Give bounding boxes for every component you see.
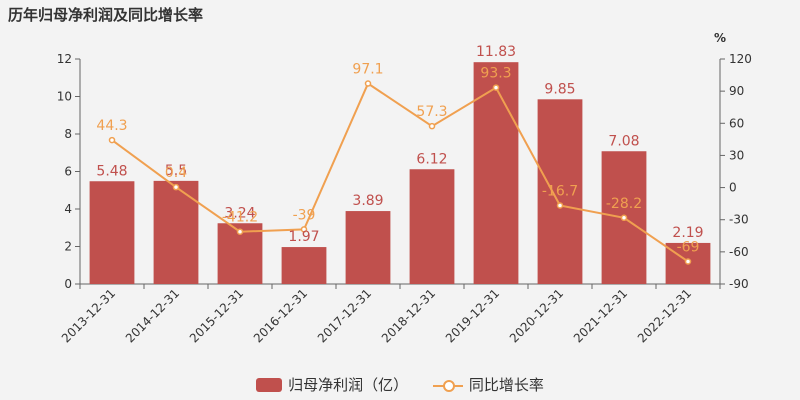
bar-value-label: 9.85	[544, 81, 575, 97]
line-value-label: 97.1	[352, 62, 383, 78]
line-point[interactable]	[620, 214, 628, 222]
bar[interactable]	[473, 62, 519, 284]
bar[interactable]	[281, 247, 327, 284]
right-axis-unit: %	[714, 31, 726, 45]
x-tick-label: 2014-12-31	[123, 286, 182, 345]
line-value-label: -16.7	[542, 183, 578, 199]
bar-value-label: 5.5	[165, 163, 187, 179]
legend-bar-swatch	[256, 377, 283, 392]
line-value-label: -39	[293, 207, 316, 223]
line-value-label: -69	[677, 240, 700, 256]
line-value-label: 44.3	[96, 118, 127, 134]
bar-value-label: 6.12	[416, 151, 447, 167]
x-tick-label: 2015-12-31	[187, 286, 246, 345]
right-tick-label: 120	[729, 52, 752, 66]
legend-line-marker-icon	[432, 378, 463, 392]
bar-value-label: 1.97	[288, 229, 319, 245]
line-point[interactable]	[172, 183, 180, 191]
chart-title: 历年归母净利润及同比增长率	[8, 6, 204, 24]
legend-item-line[interactable]: 同比增长率	[432, 374, 544, 395]
bar-value-label: 3.89	[352, 193, 383, 209]
line-value-label: 57.3	[416, 104, 447, 120]
left-tick-label: 8	[64, 127, 72, 141]
line-value-label: 0.4	[165, 165, 187, 181]
bar[interactable]	[345, 211, 391, 284]
legend-bar-label: 归母净利润（亿）	[288, 376, 409, 394]
x-tick-label: 2013-12-31	[59, 286, 118, 345]
x-tick-label: 2018-12-31	[379, 286, 438, 345]
right-tick-label: 0	[729, 181, 737, 195]
left-tick-label: 2	[64, 240, 72, 254]
line-point[interactable]	[684, 258, 692, 265]
line-value-label: -28.2	[606, 196, 642, 212]
left-tick-label: 10	[57, 90, 72, 104]
line-point[interactable]	[492, 84, 500, 91]
bar-value-label: 7.08	[608, 133, 639, 149]
right-tick-label: 30	[729, 148, 744, 162]
line-value-label: -41.2	[222, 210, 258, 226]
bar-value-label: 5.48	[96, 163, 127, 179]
right-tick-label: -30	[729, 213, 749, 227]
legend: 归母净利润（亿） 同比增长率	[0, 374, 800, 396]
right-tick-label: -60	[729, 245, 749, 259]
line-value-label: 93.3	[480, 66, 511, 82]
x-tick-label: 2017-12-31	[315, 286, 374, 345]
x-tick-label: 2022-12-31	[635, 286, 694, 345]
line-point[interactable]	[428, 122, 436, 130]
x-tick-label: 2016-12-31	[251, 286, 310, 345]
line-point[interactable]	[236, 228, 244, 235]
left-tick-label: 6	[64, 165, 72, 179]
x-tick-label: 2020-12-31	[507, 286, 566, 345]
bar[interactable]	[537, 99, 583, 284]
bar[interactable]	[89, 181, 135, 284]
right-tick-label: 90	[729, 84, 744, 98]
line-point[interactable]	[300, 226, 308, 233]
left-tick-label: 4	[64, 202, 72, 216]
x-tick-label: 2019-12-31	[443, 286, 502, 345]
bar-value-label: 2.19	[672, 225, 703, 241]
legend-line-label: 同比增长率	[468, 376, 544, 394]
bar-value-label: 11.83	[476, 44, 516, 60]
bar[interactable]	[153, 180, 199, 284]
legend-item-bar[interactable]: 归母净利润（亿）	[256, 374, 408, 395]
right-tick-label: 60	[729, 116, 744, 130]
bar[interactable]	[409, 169, 455, 284]
x-tick-label: 2021-12-31	[571, 286, 630, 345]
right-tick-label: -90	[729, 277, 749, 291]
line-point[interactable]	[364, 80, 372, 87]
left-tick-label: 0	[64, 277, 72, 291]
line-point[interactable]	[108, 136, 116, 144]
bar-value-label: 3.24	[224, 205, 255, 221]
line-point[interactable]	[556, 202, 564, 209]
growth-line	[111, 82, 689, 263]
left-tick-label: 12	[57, 52, 72, 66]
